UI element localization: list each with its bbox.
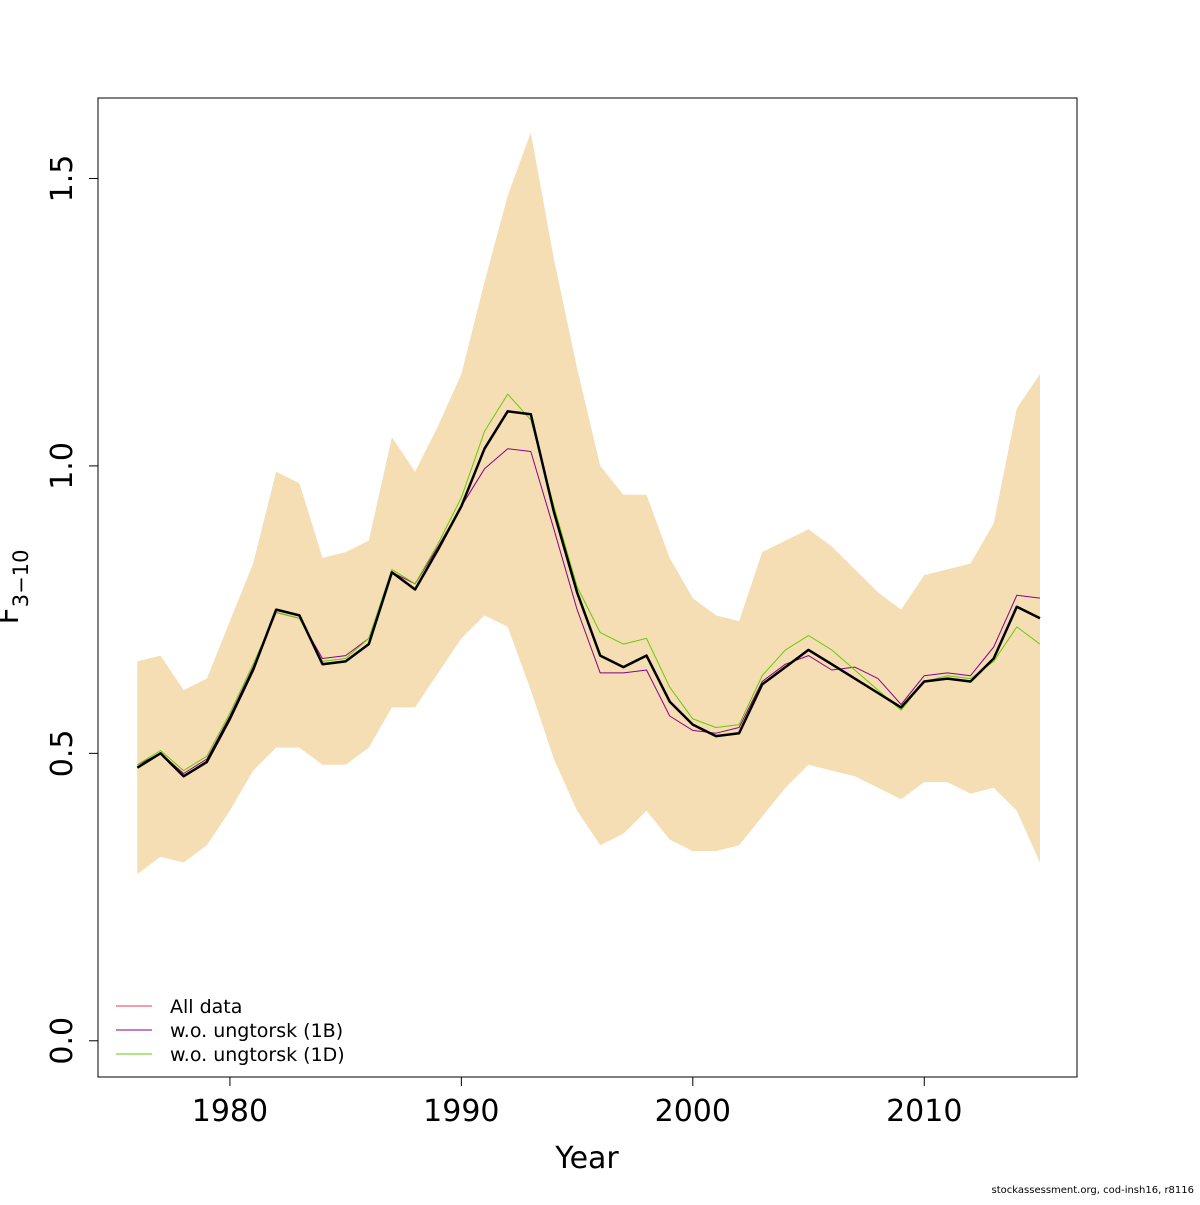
- confidence-band: [137, 132, 1041, 875]
- legend-label: w.o. ungtorsk (1D): [170, 1044, 345, 1066]
- series-line-1: [136, 410, 1041, 778]
- footer-credit: stockassessment.org, cod-insh16, r8116: [991, 1185, 1194, 1196]
- x-axis-label: Year: [554, 1141, 619, 1176]
- y-tick-label: 1.5: [45, 155, 80, 203]
- legend-label: w.o. ungtorsk (1B): [170, 1020, 343, 1042]
- confidence-band-layer: [137, 132, 1041, 875]
- y-axis-label-subscript: 3−10: [9, 550, 33, 608]
- y-axis-label-main: F: [0, 607, 26, 624]
- x-axis: 1980 1990 2000 2010: [192, 1076, 962, 1129]
- y-axis: 0.0 0.5 1.0 1.5: [45, 155, 99, 1065]
- series-lines-layer: [136, 393, 1041, 778]
- x-tick-label: 2010: [886, 1094, 962, 1129]
- y-axis-label: F3−10: [0, 550, 33, 625]
- y-tick-label: 0.0: [45, 1017, 80, 1065]
- x-tick-label: 2000: [655, 1094, 731, 1129]
- x-tick-label: 1990: [423, 1094, 499, 1129]
- y-tick-label: 0.5: [45, 729, 80, 777]
- x-tick-label: 1980: [192, 1094, 268, 1129]
- legend-label: All data: [170, 996, 242, 1018]
- y-tick-label: 1.0: [45, 442, 80, 490]
